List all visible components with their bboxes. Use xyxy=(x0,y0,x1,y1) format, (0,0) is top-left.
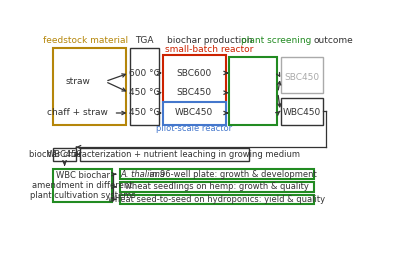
Bar xyxy=(120,169,314,179)
Bar xyxy=(80,148,249,161)
Text: WBC biochar
amendment in different
plant cultivation systems: WBC biochar amendment in different plant… xyxy=(30,171,136,200)
Bar xyxy=(53,48,126,125)
Text: SBC600: SBC600 xyxy=(176,69,212,78)
Bar xyxy=(229,57,277,125)
Text: feedstock material: feedstock material xyxy=(43,36,128,45)
Text: pilot-scale reactor: pilot-scale reactor xyxy=(156,124,232,133)
Bar xyxy=(162,102,226,125)
Text: WBC450: WBC450 xyxy=(47,150,82,159)
Text: WBC450: WBC450 xyxy=(282,108,321,117)
Text: plant screening: plant screening xyxy=(241,36,312,45)
Bar xyxy=(281,98,323,125)
Bar xyxy=(162,55,226,113)
Text: chaff + straw: chaff + straw xyxy=(48,109,108,117)
Bar xyxy=(53,148,76,161)
Text: outcome: outcome xyxy=(314,36,354,45)
Text: biochar production: biochar production xyxy=(167,36,252,45)
Text: biochar characterization + nutrient leaching in growing medium: biochar characterization + nutrient leac… xyxy=(29,150,300,159)
Text: 600 °C: 600 °C xyxy=(129,69,160,78)
Text: wheat seed-to-seed on hydroponics: yield & quality: wheat seed-to-seed on hydroponics: yield… xyxy=(108,195,325,204)
Bar xyxy=(120,195,314,204)
Bar xyxy=(281,57,323,93)
Bar xyxy=(130,48,159,125)
Text: straw: straw xyxy=(66,77,90,86)
Text: small-batch reactor: small-batch reactor xyxy=(166,45,254,54)
Bar xyxy=(53,169,112,202)
Text: wheat seedlings on hemp: growth & quality: wheat seedlings on hemp: growth & qualit… xyxy=(125,182,309,191)
Text: SBC450: SBC450 xyxy=(176,88,212,97)
Text: A. thaliana: A. thaliana xyxy=(121,170,166,179)
Text: WBC450: WBC450 xyxy=(175,109,213,117)
Text: 450 °C: 450 °C xyxy=(129,109,160,117)
Text: TGA: TGA xyxy=(135,36,154,45)
Text: 450 °C: 450 °C xyxy=(129,88,160,97)
Bar xyxy=(120,182,314,192)
Text: SBC450: SBC450 xyxy=(284,73,319,82)
Text: in 96-well plate: growth & development: in 96-well plate: growth & development xyxy=(147,170,317,179)
